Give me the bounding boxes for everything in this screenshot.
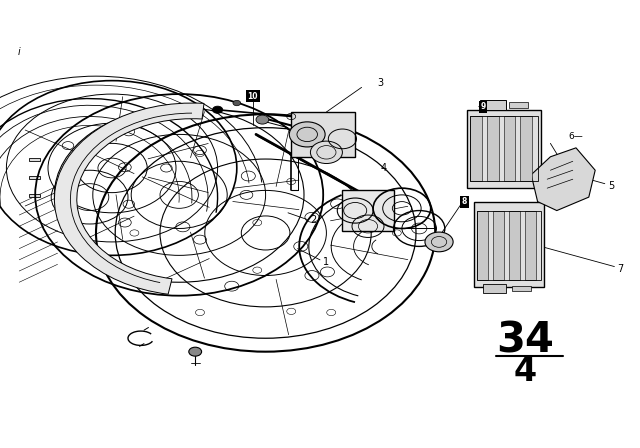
Bar	[487, 116, 499, 181]
Bar	[467, 110, 541, 188]
Bar	[342, 190, 394, 231]
Bar	[504, 116, 515, 181]
Bar	[477, 211, 488, 280]
Circle shape	[189, 347, 202, 356]
Text: 1: 1	[323, 257, 330, 267]
Circle shape	[212, 106, 223, 113]
Bar	[493, 211, 504, 280]
Bar	[483, 284, 506, 293]
Circle shape	[256, 115, 269, 124]
Text: 10: 10	[248, 92, 258, 101]
Text: 34: 34	[496, 319, 554, 362]
Circle shape	[289, 122, 325, 147]
Text: 9: 9	[481, 102, 486, 111]
Text: i: i	[18, 47, 20, 56]
Text: 7: 7	[618, 264, 624, 274]
Text: 4: 4	[381, 163, 387, 173]
Bar	[525, 211, 536, 280]
Circle shape	[310, 141, 342, 164]
Circle shape	[233, 100, 241, 106]
Text: 3: 3	[378, 78, 384, 88]
Bar	[509, 102, 528, 108]
Bar	[509, 211, 520, 280]
Bar	[29, 176, 40, 179]
Text: 4: 4	[513, 355, 536, 388]
Bar	[29, 158, 40, 161]
Bar	[474, 202, 544, 287]
Text: 8: 8	[462, 197, 467, 206]
Bar	[520, 116, 532, 181]
Bar	[470, 116, 538, 181]
Bar	[470, 116, 482, 181]
Text: 6—: 6—	[568, 132, 584, 141]
Bar	[480, 100, 506, 110]
Polygon shape	[531, 148, 595, 211]
Bar	[477, 211, 541, 280]
Bar	[29, 194, 40, 197]
Wedge shape	[54, 103, 204, 294]
Bar	[291, 112, 355, 157]
Circle shape	[425, 232, 453, 252]
Bar	[512, 286, 531, 291]
Text: 5: 5	[608, 181, 614, 191]
Text: 2: 2	[310, 215, 317, 225]
